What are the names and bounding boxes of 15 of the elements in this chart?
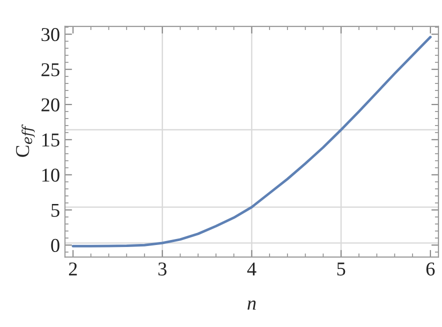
- y-tick-label: 10: [42, 168, 60, 182]
- y-tick-label: 5: [52, 204, 60, 217]
- y-tick-label: 0: [51, 238, 60, 252]
- y-axis-title: C$_{eff}$: [16, 124, 35, 157]
- y-tick-label: 25: [42, 63, 60, 76]
- x-tick-label: 2: [69, 262, 77, 276]
- y-tick-label: 20: [42, 98, 60, 112]
- x-tick-label: 3: [158, 262, 166, 276]
- line-series: [72, 36, 432, 248]
- x-tick-label: 4: [247, 262, 256, 276]
- x-axis-title: n: [248, 300, 256, 310]
- x-tick-label: 6: [426, 262, 435, 276]
- y-tick-label: 30: [42, 28, 60, 42]
- x-tick-label: 5: [337, 262, 346, 276]
- y-tick-label: 15: [42, 134, 60, 147]
